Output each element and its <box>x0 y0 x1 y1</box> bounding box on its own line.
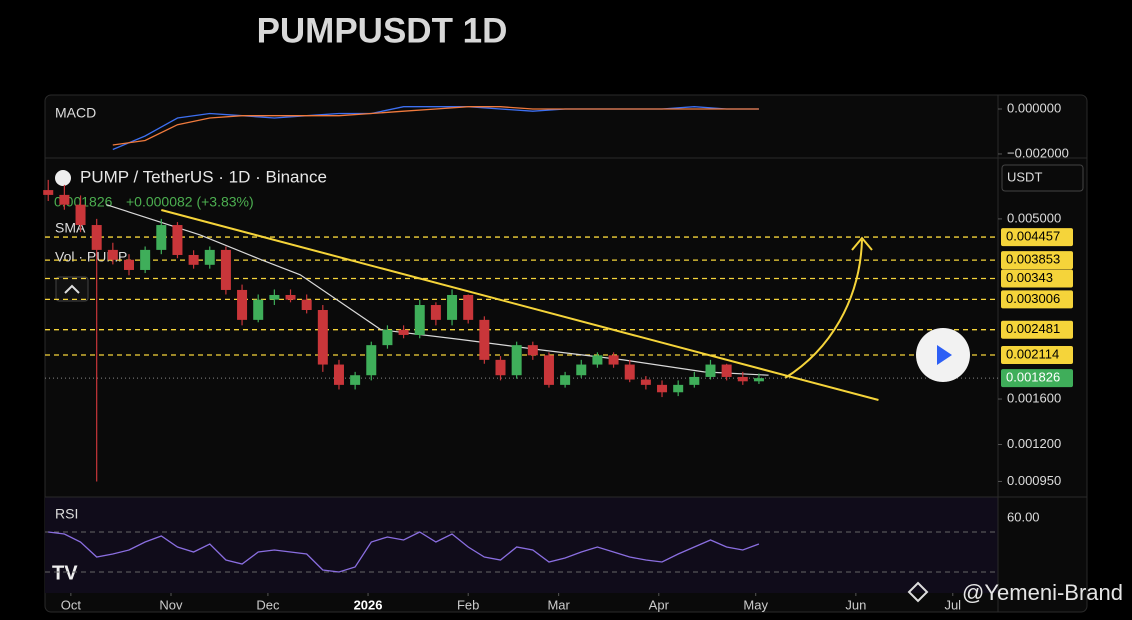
candle-body <box>107 249 118 260</box>
candle-body <box>479 319 490 360</box>
collapse-icon <box>64 284 80 294</box>
candle-body <box>721 364 732 377</box>
rsi-label: RSI <box>55 506 78 522</box>
candle-body <box>673 384 684 393</box>
rsi-pane <box>45 497 998 593</box>
x-tick-label: Jul <box>944 597 961 612</box>
title: PUMPUSDT 1D <box>257 11 508 50</box>
candle-body <box>350 375 361 385</box>
brand-icon <box>907 581 929 603</box>
candle-body <box>366 345 377 376</box>
candle-body <box>156 225 167 250</box>
level-label: 0.004457 <box>1006 229 1060 244</box>
candle-body <box>237 289 248 320</box>
candle-body <box>172 225 183 255</box>
candle-body <box>59 194 70 205</box>
candle-body <box>560 375 571 385</box>
candle-body <box>398 329 409 335</box>
x-tick-label: Apr <box>649 597 670 612</box>
level-label: 0.002481 <box>1006 321 1060 336</box>
candle-body <box>657 384 668 393</box>
rsi-line <box>48 531 760 573</box>
level-label: 0.003006 <box>1006 291 1060 306</box>
watermark: @Yemeni-Brand <box>962 580 1123 605</box>
candle-body <box>43 190 54 195</box>
level-tag <box>1001 320 1073 339</box>
candle-body <box>333 364 344 385</box>
candle-body <box>592 355 603 365</box>
candle-body <box>140 249 151 270</box>
x-tick-label: Mar <box>547 597 570 612</box>
symbol-icon <box>55 170 71 186</box>
candle-body <box>737 376 748 382</box>
candle-body <box>608 355 619 365</box>
candle-body <box>527 345 538 356</box>
level-tag <box>1001 269 1073 288</box>
rsi-reading: 60.00 <box>1007 509 1040 524</box>
candle-body <box>624 364 635 380</box>
y-tick-label: 0.000950 <box>1007 473 1061 488</box>
candle-body <box>317 310 328 365</box>
candle-body <box>269 294 280 300</box>
x-tick-label: May <box>743 597 768 612</box>
candle-body <box>204 249 215 265</box>
level-label: 0.00343 <box>1006 270 1053 285</box>
change: +0.000082 (+3.83%) <box>126 194 254 210</box>
symbol: PUMP / TetherUS · 1D · Binance <box>80 167 327 186</box>
y-tick-label: 0.001600 <box>1007 390 1061 405</box>
trendline <box>161 209 879 401</box>
candle-body <box>414 305 425 335</box>
candle-body <box>463 294 474 320</box>
y-tick-label: 0.005000 <box>1007 210 1061 225</box>
candle-body <box>253 299 264 320</box>
macd-label: MACD <box>55 105 96 121</box>
x-tick-label: Jun <box>845 597 866 612</box>
tv-logo: TV <box>52 562 78 584</box>
candle-body <box>753 378 764 382</box>
x-tick-label: Oct <box>61 597 82 612</box>
projection-arrow <box>784 239 863 379</box>
candle-body <box>705 364 716 377</box>
macd-tick-label: −0.002000 <box>1007 145 1069 160</box>
candle-body <box>495 359 506 376</box>
price-tag <box>1001 369 1073 388</box>
candle-body <box>543 355 554 385</box>
play-icon <box>937 345 952 365</box>
signal-line <box>112 106 759 146</box>
level-label: 0.003853 <box>1006 252 1060 267</box>
candle-body <box>188 254 199 265</box>
candle-body <box>285 294 296 300</box>
arrow-head <box>851 236 873 251</box>
candle-body <box>301 299 312 311</box>
level-label: 0.002114 <box>1006 346 1059 361</box>
x-tick-label: Nov <box>159 597 183 612</box>
currency-box[interactable] <box>1001 164 1084 192</box>
level-tag <box>1001 251 1073 270</box>
candle-body <box>576 364 587 376</box>
candle-body <box>640 379 651 385</box>
x-tick-label: Feb <box>457 597 479 612</box>
currency: USDT <box>1007 169 1042 184</box>
y-tick-label: 0.001200 <box>1007 436 1061 451</box>
candle-body <box>447 294 458 320</box>
candle-body <box>511 345 522 376</box>
candle-body <box>91 225 102 250</box>
candle-body <box>123 259 134 270</box>
candle-body <box>75 204 86 226</box>
candle-body <box>382 329 393 346</box>
x-tick-label: Dec <box>256 597 280 612</box>
level-tag <box>1001 290 1073 309</box>
level-tag <box>1001 345 1073 364</box>
candle-body <box>689 376 700 385</box>
macd-tick-label: 0.000000 <box>1007 100 1061 115</box>
x-tick-label: 2026 <box>354 597 383 612</box>
level-tag <box>1001 228 1073 247</box>
candle-body <box>430 305 441 320</box>
candle-body <box>220 249 231 290</box>
collapse-button[interactable] <box>55 276 89 302</box>
price-tag-label: 0.001826 <box>1006 370 1060 385</box>
